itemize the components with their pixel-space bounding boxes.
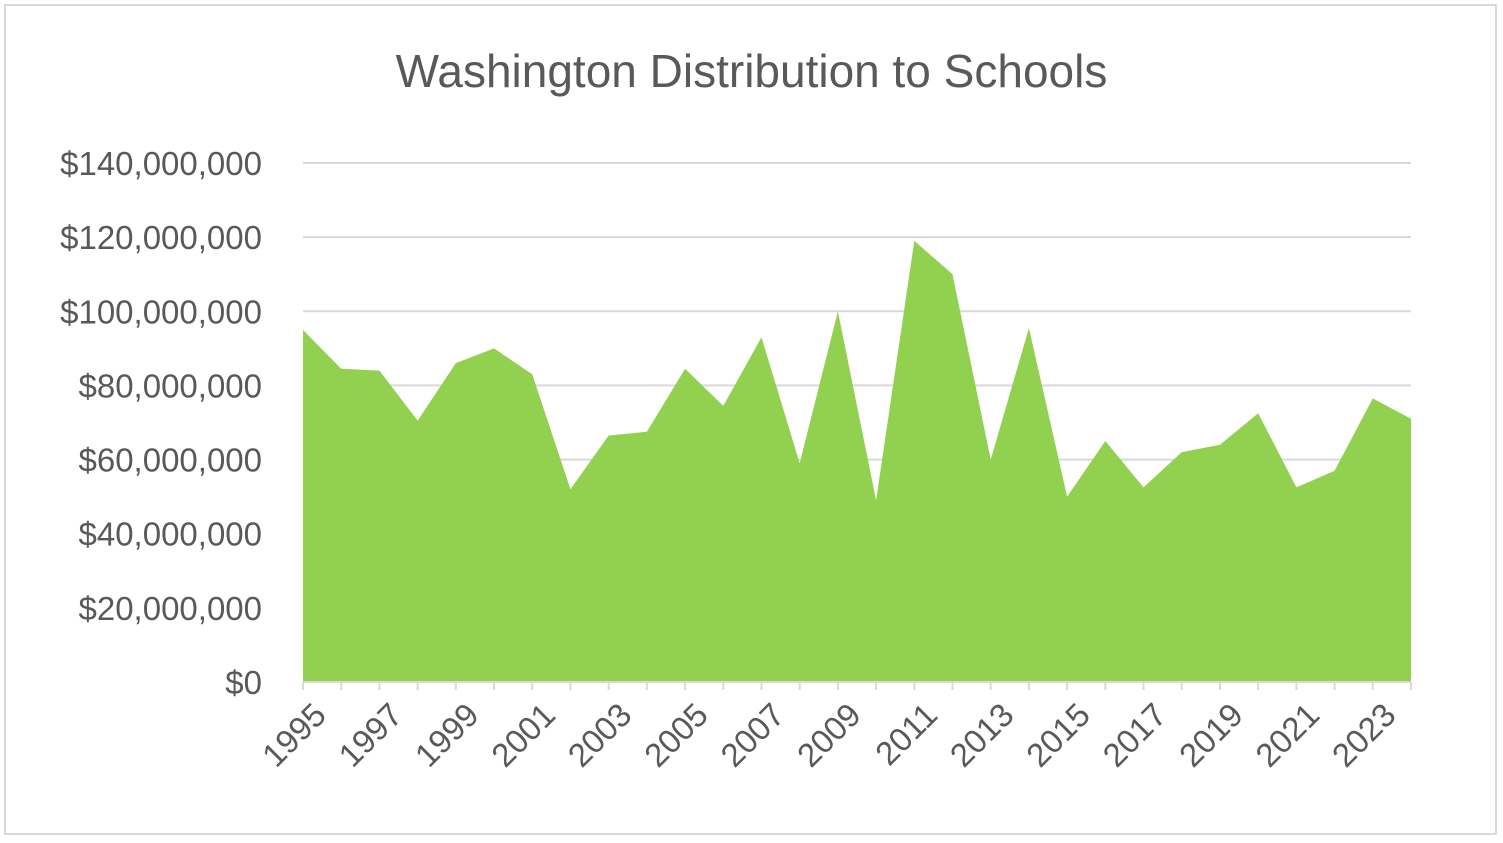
y-tick-label: $80,000,000: [78, 367, 262, 404]
x-tick-label: 2005: [637, 696, 715, 774]
x-tick-label: 2019: [1172, 696, 1250, 774]
x-tick-label: 2023: [1325, 696, 1403, 774]
x-tick-label: 2015: [1019, 696, 1097, 774]
y-tick-label: $100,000,000: [60, 293, 262, 330]
chart-title: Washington Distribution to Schools: [395, 45, 1108, 97]
y-tick-label: $40,000,000: [78, 516, 262, 553]
x-tick-label: 2009: [790, 696, 868, 774]
x-tick-label: 2001: [484, 696, 562, 774]
x-tick-label: 2011: [868, 696, 944, 772]
x-tick-label: 2013: [943, 696, 1021, 774]
y-tick-label: $0: [225, 664, 262, 701]
x-tick-label: 2003: [560, 696, 638, 774]
series-area: [303, 240, 1411, 682]
x-tick-label: 1999: [408, 696, 486, 774]
x-tick-label: 1997: [331, 696, 409, 774]
y-axis-labels: $0 $20,000,000 $40,000,000 $60,000,000 $80,0…: [60, 145, 262, 701]
x-axis: [302, 681, 1412, 690]
x-tick-label: 2007: [713, 696, 791, 774]
x-tick-label: 2017: [1095, 696, 1173, 774]
series-area-fill: [303, 240, 1411, 682]
y-tick-label: $140,000,000: [60, 145, 262, 182]
x-tick-label: 2021: [1248, 696, 1326, 774]
x-tick-label: 1995: [255, 696, 333, 774]
y-tick-label: $20,000,000: [78, 590, 262, 627]
y-tick-label: $60,000,000: [78, 442, 262, 479]
y-tick-label: $120,000,000: [60, 219, 262, 256]
